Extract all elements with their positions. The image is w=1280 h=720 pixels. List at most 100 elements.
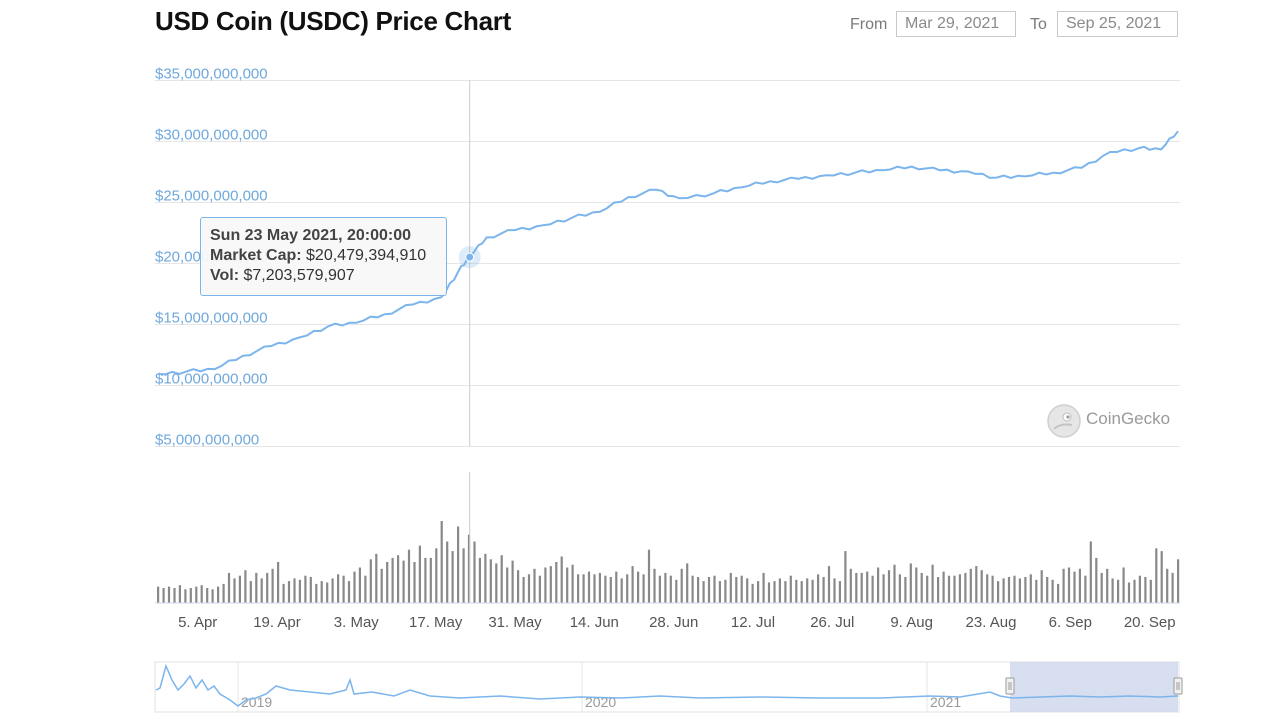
navigator-year-label: 2019 xyxy=(241,694,272,710)
volume-bar xyxy=(795,579,798,603)
y-tick-label: $30,000,000,000 xyxy=(155,127,268,144)
volume-bar xyxy=(587,571,591,603)
coingecko-logo-icon xyxy=(1047,404,1081,438)
volume-bar xyxy=(593,574,596,603)
volume-bar xyxy=(844,551,847,603)
volume-bar xyxy=(544,567,547,603)
volume-bar xyxy=(1117,579,1120,603)
volume-bar xyxy=(1002,578,1005,603)
volume-bar xyxy=(1133,579,1136,603)
volume-bar xyxy=(375,553,378,603)
volume-bar xyxy=(642,574,645,603)
navigator-line xyxy=(155,663,1179,707)
volume-bar xyxy=(647,549,651,603)
volume-bar xyxy=(855,572,858,603)
volume-bar xyxy=(904,577,907,603)
volume-bar xyxy=(440,521,443,603)
volume-bar xyxy=(751,583,754,603)
volume-bar xyxy=(211,589,214,603)
volume-bar xyxy=(1046,577,1049,603)
volume-bar xyxy=(522,577,525,603)
volume-bar xyxy=(882,574,885,603)
volume-bar xyxy=(326,582,329,603)
volume-bar xyxy=(298,579,301,603)
volume-bar xyxy=(866,571,869,603)
volume-bar xyxy=(860,572,863,603)
volume-bar xyxy=(1018,578,1021,603)
volume-bar xyxy=(915,567,918,603)
volume-bar xyxy=(1067,567,1071,603)
volume-bar xyxy=(713,575,716,603)
y-tick-label: $5,000,000,000 xyxy=(155,432,259,449)
volume-bar xyxy=(549,566,552,603)
navigator-year-label: 2021 xyxy=(930,694,961,710)
volume-bar xyxy=(637,571,640,603)
volume-bar xyxy=(527,574,531,603)
y-tick-label: $10,000,000,000 xyxy=(155,371,268,388)
volume-bar xyxy=(778,578,781,603)
volume-bar xyxy=(898,574,901,603)
volume-bars xyxy=(157,521,1180,603)
volume-bar xyxy=(871,575,874,603)
volume-bar xyxy=(424,557,427,603)
volume-bar xyxy=(577,574,580,603)
volume-bar xyxy=(484,553,487,603)
volume-bar xyxy=(991,575,994,603)
volume-bar xyxy=(920,572,923,603)
volume-bar xyxy=(691,575,694,603)
volume-bar xyxy=(233,578,236,603)
volume-bar xyxy=(1111,578,1114,603)
volume-bar xyxy=(833,578,836,603)
volume-bar xyxy=(227,572,231,603)
volume-bar xyxy=(762,572,765,603)
volume-bar xyxy=(1171,572,1174,603)
volume-bar xyxy=(893,564,896,603)
volume-bar xyxy=(358,567,361,603)
volume-bar xyxy=(315,583,318,603)
from-label: From xyxy=(850,16,888,33)
volume-bar xyxy=(658,575,661,603)
y-tick-label: $15,000,000,000 xyxy=(155,310,268,327)
volume-bar xyxy=(626,574,629,603)
volume-bar xyxy=(582,574,585,603)
navigator-year-label: 2020 xyxy=(585,694,616,710)
x-tick-label: 3. May xyxy=(334,614,380,631)
navigator-handle[interactable] xyxy=(1173,677,1183,695)
x-tick-label: 20. Sep xyxy=(1124,614,1176,631)
from-date-input[interactable]: Mar 29, 2021 xyxy=(896,11,1016,37)
volume-bar xyxy=(173,588,176,603)
volume-bar xyxy=(402,560,405,603)
volume-bar xyxy=(293,578,296,603)
volume-bar xyxy=(538,575,541,603)
tooltip-mcap-label: Market Cap: xyxy=(210,247,302,264)
volume-bar xyxy=(1013,575,1016,603)
x-tick-label: 28. Jun xyxy=(649,614,698,631)
volume-bar xyxy=(446,541,449,603)
volume-bar xyxy=(817,574,820,603)
volume-bar xyxy=(1078,568,1081,603)
volume-bar xyxy=(937,577,940,603)
volume-bar xyxy=(397,555,400,603)
volume-bar xyxy=(457,526,460,603)
y-tick-label: $35,000,000,000 xyxy=(155,66,268,83)
tooltip: Sun 23 May 2021, 20:00:00 Market Cap: $2… xyxy=(200,217,447,296)
volume-bar xyxy=(953,575,956,603)
volume-bar xyxy=(806,578,809,603)
volume-bar xyxy=(566,567,569,603)
volume-bar xyxy=(931,564,934,603)
to-date-input[interactable]: Sep 25, 2021 xyxy=(1057,11,1178,37)
volume-bar xyxy=(718,581,721,603)
volume-bar xyxy=(217,586,220,603)
volume-bar xyxy=(407,549,411,603)
volume-bar xyxy=(533,568,536,603)
volume-bar xyxy=(664,572,667,603)
x-tick-label: 31. May xyxy=(488,614,542,631)
volume-bar xyxy=(609,577,612,603)
watermark-text: CoinGecko xyxy=(1086,409,1171,428)
navigator-handle[interactable] xyxy=(1005,677,1015,695)
volume-bar xyxy=(887,570,891,603)
volume-bar xyxy=(560,556,563,603)
hover-point xyxy=(465,252,475,262)
volume-bar xyxy=(178,585,181,603)
